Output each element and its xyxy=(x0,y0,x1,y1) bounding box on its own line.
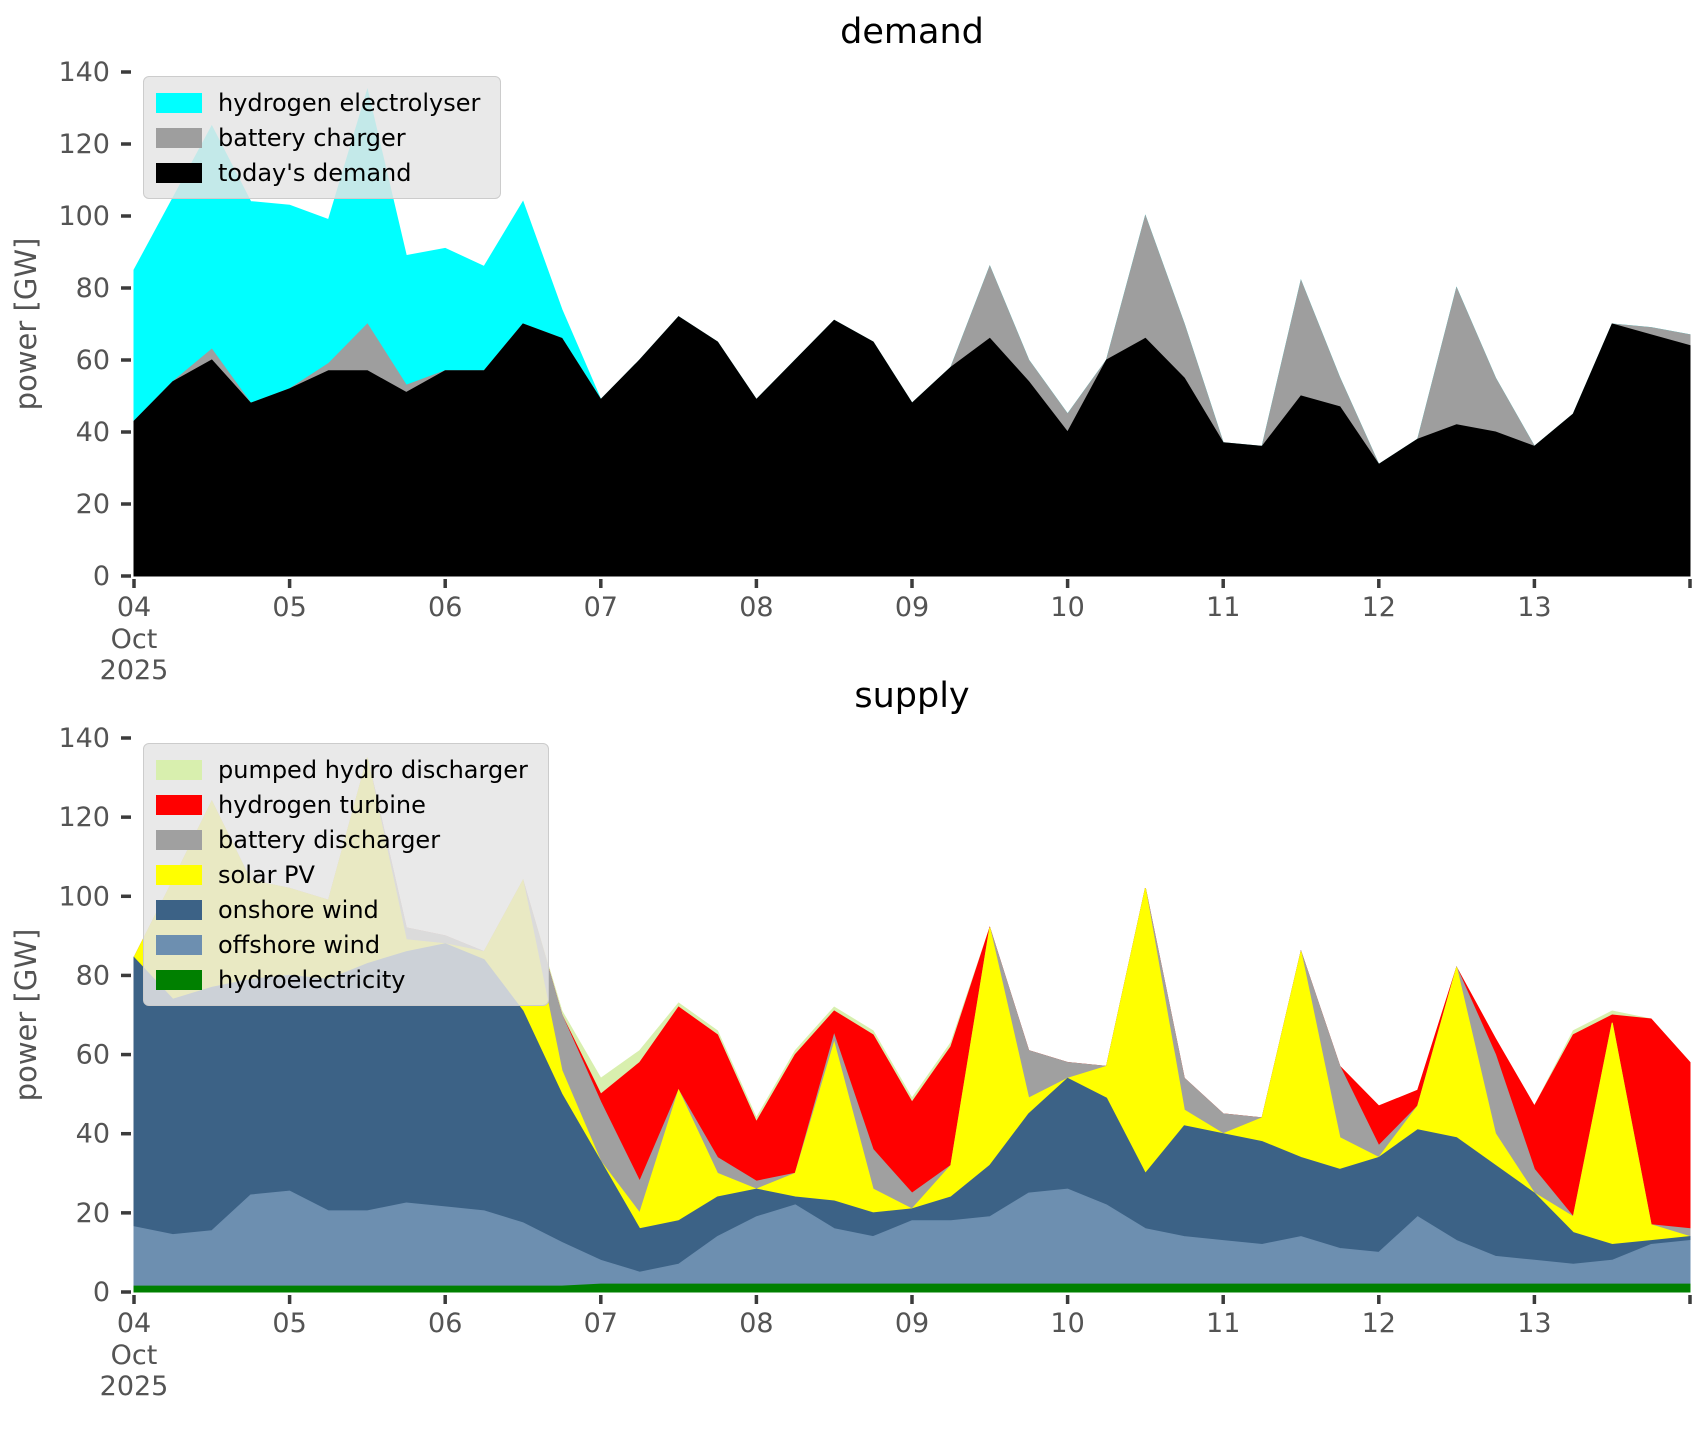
supply-chart-title: supply xyxy=(854,676,970,716)
onshore-wind-label: onshore wind xyxy=(218,895,379,924)
y-tick-label: 40 xyxy=(76,1119,110,1150)
y-tick-label: 120 xyxy=(58,802,110,833)
onshore-wind-swatch xyxy=(156,899,202,920)
demand-legend: hydrogen electrolyser battery charger toda… xyxy=(143,76,502,199)
legend-item-pumped-hydro-discharger: pumped hydro discharger xyxy=(156,752,528,787)
x-axis-sublabel: Oct xyxy=(111,1340,158,1371)
legend-item-hydroelectricity: hydroelectricity xyxy=(156,962,528,997)
y-tick-label: 100 xyxy=(58,201,110,232)
pumped-hydro-discharger-swatch xyxy=(156,759,202,780)
hydrogen-turbine-label: hydrogen turbine xyxy=(218,790,426,819)
legend-item-hydrogen-turbine: hydrogen turbine xyxy=(156,787,528,822)
y-tick-label: 60 xyxy=(76,1040,110,1071)
legend-item-hydrogen-electrolyser: hydrogen electrolyser xyxy=(156,85,480,120)
x-tick-label: 12 xyxy=(1362,1308,1396,1339)
demand-chart-title: demand xyxy=(840,12,984,52)
x-tick-label: 09 xyxy=(895,1308,929,1339)
x-tick-label: 05 xyxy=(272,592,306,623)
battery-charger-swatch xyxy=(156,127,202,148)
legend-item-onshore-wind: onshore wind xyxy=(156,892,528,927)
y-tick-label: 0 xyxy=(93,1277,110,1308)
solar-pv-swatch xyxy=(156,864,202,885)
hydrogen-turbine-swatch xyxy=(156,794,202,815)
legend-item-battery-discharger: battery discharger xyxy=(156,822,528,857)
x-tick-label: 05 xyxy=(272,1308,306,1339)
y-tick-label: 140 xyxy=(58,723,110,754)
y-tick-label: 20 xyxy=(76,1198,110,1229)
area-offshore-wind xyxy=(133,1188,1691,1293)
x-tick-label: 07 xyxy=(584,1308,618,1339)
x-tick-label: 04 xyxy=(117,1308,151,1339)
x-tick-label: 13 xyxy=(1517,592,1551,623)
battery-charger-label: battery charger xyxy=(218,123,406,152)
today-s-demand-label: today's demand xyxy=(218,158,412,187)
area-hydroelectricity xyxy=(133,1283,1691,1293)
x-tick-label: 11 xyxy=(1206,1308,1240,1339)
x-tick-label: 10 xyxy=(1050,592,1084,623)
hydroelectricity-label: hydroelectricity xyxy=(218,965,406,994)
offshore-wind-swatch xyxy=(156,934,202,955)
area-today-s-demand xyxy=(133,316,1691,577)
supply-legend: pumped hydro discharger hydrogen turbine b… xyxy=(143,743,549,1006)
pumped-hydro-discharger-label: pumped hydro discharger xyxy=(218,755,528,784)
supply-ylabel: power [GW] xyxy=(9,929,43,1102)
legend-item-offshore-wind: offshore wind xyxy=(156,927,528,962)
y-tick-label: 120 xyxy=(58,129,110,160)
offshore-wind-label: offshore wind xyxy=(218,930,381,959)
x-tick-label: 12 xyxy=(1362,592,1396,623)
x-tick-label: 10 xyxy=(1050,1308,1084,1339)
demand-ylabel: power [GW] xyxy=(9,238,43,411)
hydroelectricity-swatch xyxy=(156,969,202,990)
y-tick-label: 20 xyxy=(76,489,110,520)
solar-pv-label: solar PV xyxy=(218,860,315,889)
legend-item-battery-charger: battery charger xyxy=(156,120,480,155)
today-s-demand-swatch xyxy=(156,162,202,183)
hydrogen-electrolyser-swatch xyxy=(156,92,202,113)
y-tick-label: 80 xyxy=(76,960,110,991)
x-axis-sublabel: 2025 xyxy=(100,655,169,686)
y-tick-label: 80 xyxy=(76,273,110,304)
x-tick-label: 11 xyxy=(1206,592,1240,623)
x-axis-sublabel: 2025 xyxy=(100,1371,169,1402)
y-tick-label: 60 xyxy=(76,345,110,376)
y-tick-label: 40 xyxy=(76,417,110,448)
battery-discharger-label: battery discharger xyxy=(218,825,441,854)
legend-item-today-s-demand: today's demand xyxy=(156,155,480,190)
y-tick-label: 140 xyxy=(58,57,110,88)
x-axis-sublabel: Oct xyxy=(111,624,158,655)
x-tick-label: 07 xyxy=(584,592,618,623)
x-tick-label: 06 xyxy=(428,1308,462,1339)
x-tick-label: 06 xyxy=(428,592,462,623)
y-tick-label: 0 xyxy=(93,561,110,592)
x-tick-label: 13 xyxy=(1517,1308,1551,1339)
y-tick-label: 100 xyxy=(58,881,110,912)
x-tick-label: 08 xyxy=(739,592,773,623)
x-tick-label: 09 xyxy=(895,592,929,623)
hydrogen-electrolyser-label: hydrogen electrolyser xyxy=(218,88,481,117)
x-tick-label: 08 xyxy=(739,1308,773,1339)
x-tick-label: 04 xyxy=(117,592,151,623)
legend-item-solar-pv: solar PV xyxy=(156,857,528,892)
battery-discharger-swatch xyxy=(156,829,202,850)
